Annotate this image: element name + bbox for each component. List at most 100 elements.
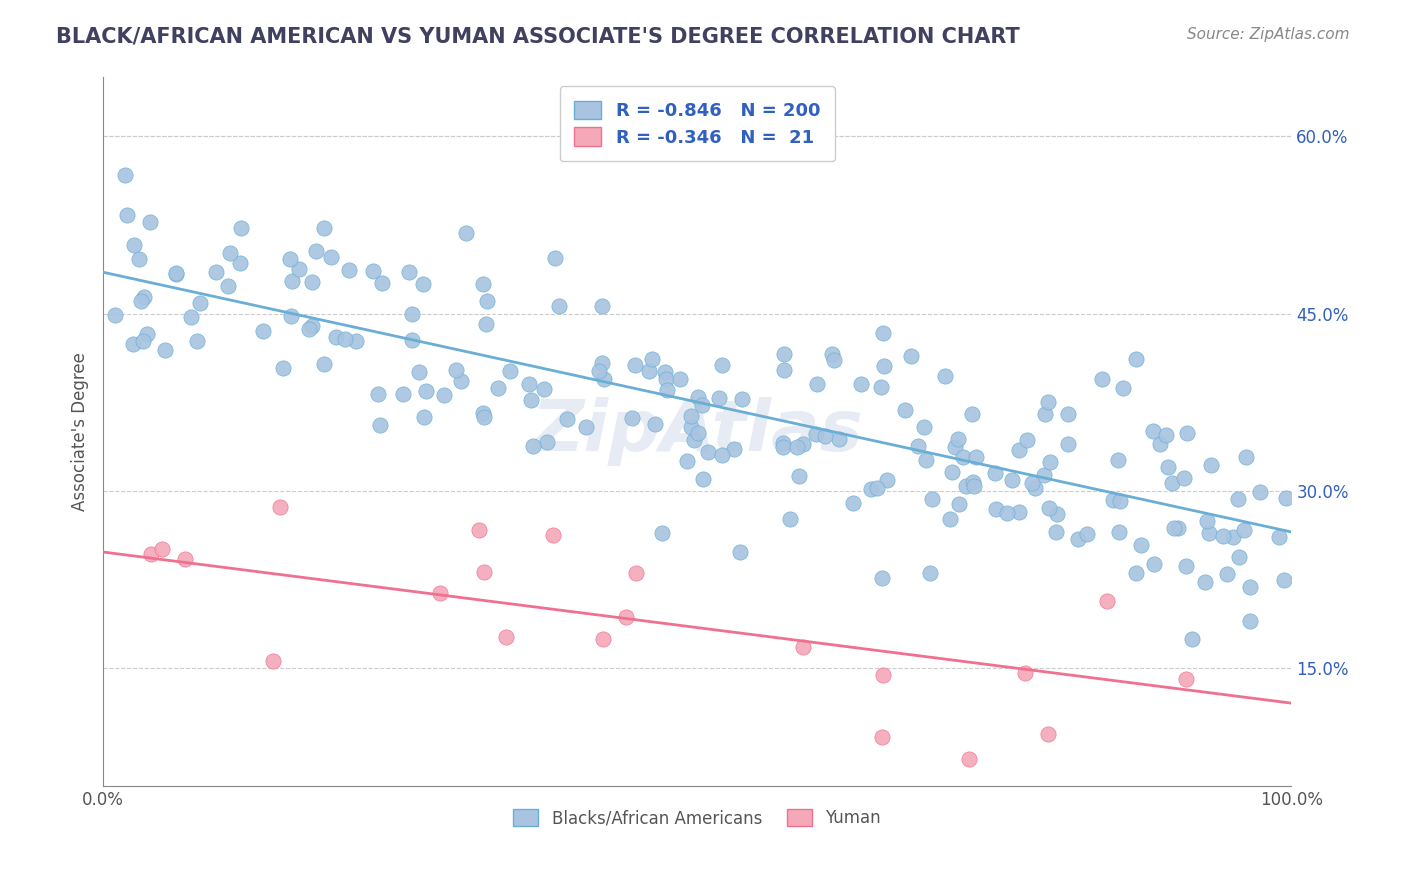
Point (786, 440, 808, 454)
Point (1173, 471, 1195, 485)
Point (1195, 514, 1218, 528)
Point (188, 296, 211, 310)
Point (655, 384, 678, 398)
Point (918, 566, 941, 581)
Point (841, 496, 863, 510)
Point (821, 347, 844, 361)
Point (408, 365, 430, 379)
Legend: Blacks/African Americans, Yuman: Blacks/African Americans, Yuman (506, 803, 887, 834)
Point (1199, 458, 1222, 473)
Point (229, 255, 252, 269)
Point (828, 432, 851, 446)
Point (772, 436, 794, 450)
Point (541, 528, 564, 542)
Point (522, 439, 544, 453)
Point (173, 552, 195, 566)
Point (984, 501, 1007, 516)
Point (654, 372, 676, 386)
Point (1032, 467, 1054, 482)
Point (952, 450, 974, 464)
Point (517, 376, 540, 391)
Point (139, 547, 162, 561)
Point (344, 334, 367, 348)
Point (772, 440, 794, 454)
Point (1045, 508, 1067, 522)
Point (710, 358, 733, 372)
Point (894, 403, 917, 417)
Point (155, 343, 177, 358)
Point (1198, 526, 1220, 541)
Point (1102, 493, 1125, 508)
Point (872, 326, 894, 340)
Point (287, 262, 309, 277)
Point (772, 362, 794, 376)
Point (280, 274, 302, 288)
Point (456, 227, 478, 241)
Point (135, 326, 157, 341)
Point (367, 387, 389, 401)
Point (1175, 426, 1198, 441)
Point (1108, 525, 1130, 540)
Point (644, 417, 666, 431)
Point (165, 267, 187, 281)
Point (1239, 580, 1261, 594)
Point (723, 442, 745, 456)
Point (806, 376, 828, 391)
Point (686, 425, 709, 440)
Point (370, 418, 392, 433)
Point (1233, 523, 1256, 537)
Point (432, 388, 454, 402)
Text: BLACK/AFRICAN AMERICAN VS YUMAN ASSOCIATE'S DEGREE CORRELATION CHART: BLACK/AFRICAN AMERICAN VS YUMAN ASSOCIAT… (56, 27, 1019, 46)
Point (1143, 558, 1166, 572)
Point (912, 419, 935, 434)
Point (710, 448, 733, 462)
Point (1275, 491, 1298, 505)
Point (921, 492, 943, 507)
Point (900, 349, 922, 363)
Point (1194, 574, 1216, 589)
Point (907, 439, 929, 453)
Point (533, 382, 555, 396)
Point (415, 384, 437, 398)
Point (1035, 407, 1057, 421)
Point (499, 364, 522, 378)
Point (129, 293, 152, 308)
Point (1227, 491, 1250, 506)
Point (150, 541, 173, 556)
Point (1045, 524, 1067, 539)
Point (849, 376, 872, 391)
Point (1154, 428, 1177, 442)
Point (1057, 407, 1080, 421)
Point (1212, 528, 1234, 542)
Point (271, 361, 294, 376)
Point (1249, 484, 1271, 499)
Point (301, 319, 323, 334)
Point (1167, 521, 1189, 535)
Point (1174, 672, 1197, 686)
Point (943, 440, 966, 454)
Y-axis label: Associate's Degree: Associate's Degree (72, 352, 89, 511)
Point (217, 279, 239, 293)
Point (536, 434, 558, 449)
Point (450, 375, 472, 389)
Point (955, 479, 977, 493)
Point (787, 469, 810, 483)
Point (477, 293, 499, 308)
Point (1180, 632, 1202, 646)
Point (962, 475, 984, 490)
Point (592, 356, 614, 370)
Point (865, 482, 887, 496)
Point (686, 391, 709, 405)
Point (728, 545, 751, 559)
Point (1239, 614, 1261, 628)
Point (1163, 520, 1185, 534)
Point (132, 289, 155, 303)
Point (1008, 506, 1031, 520)
Point (1274, 573, 1296, 587)
Point (361, 264, 384, 278)
Point (651, 526, 673, 541)
Point (983, 466, 1005, 480)
Point (301, 276, 323, 290)
Point (231, 221, 253, 235)
Point (814, 428, 837, 442)
